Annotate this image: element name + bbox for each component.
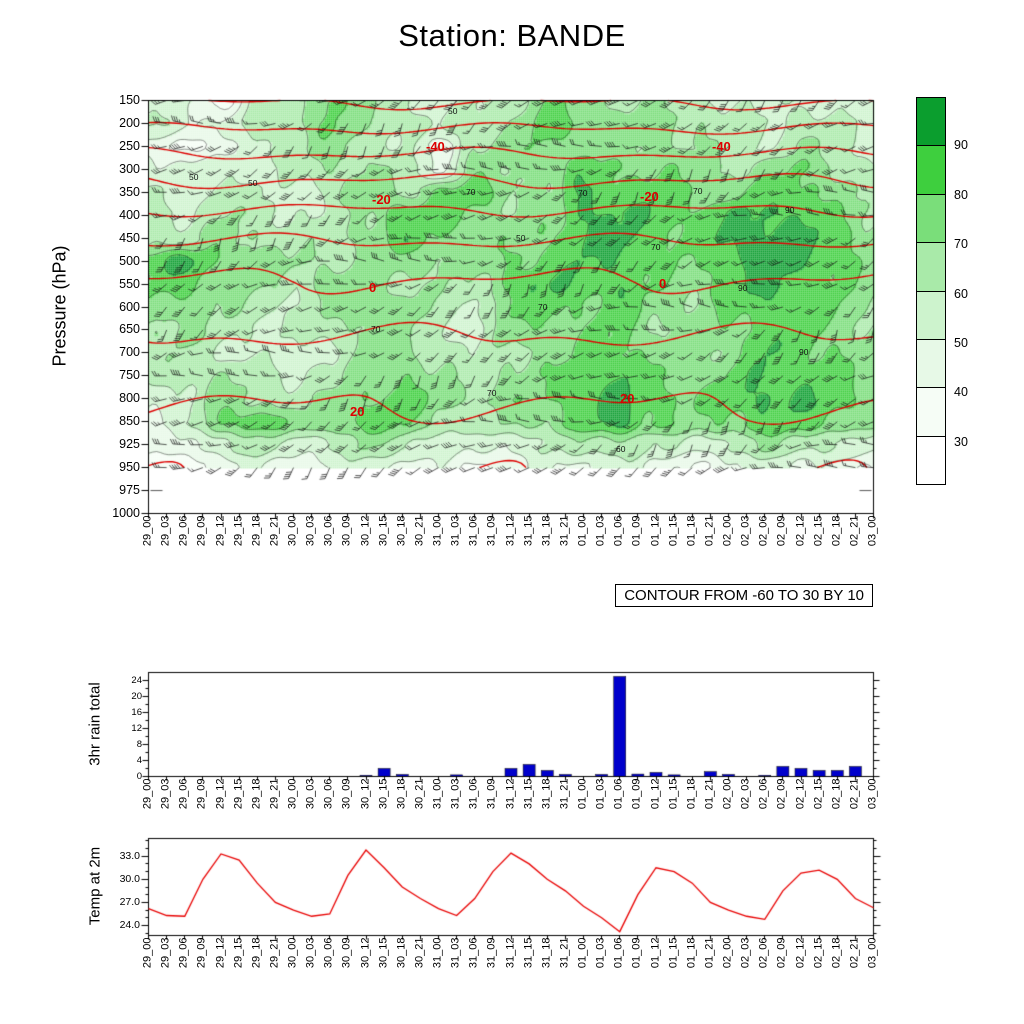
colorbar-box — [916, 97, 946, 147]
colorbar-box — [916, 242, 946, 292]
pressure-axis-label: Pressure (hPa) — [49, 245, 70, 367]
temp-axis-label: Temp at 2m — [86, 846, 104, 926]
colorbar-box — [916, 193, 946, 244]
colorbar-box — [916, 145, 946, 195]
colorbar-box — [916, 290, 946, 340]
contour-note: CONTOUR FROM -60 TO 30 BY 10 — [615, 584, 873, 607]
colorbar-box — [916, 435, 946, 485]
page-title: Station: BANDE — [398, 18, 626, 53]
rain-axis-label: 3hr rain total — [86, 682, 104, 766]
colorbar-box — [916, 338, 946, 389]
colorbar — [916, 97, 946, 485]
colorbar-box — [916, 387, 946, 437]
